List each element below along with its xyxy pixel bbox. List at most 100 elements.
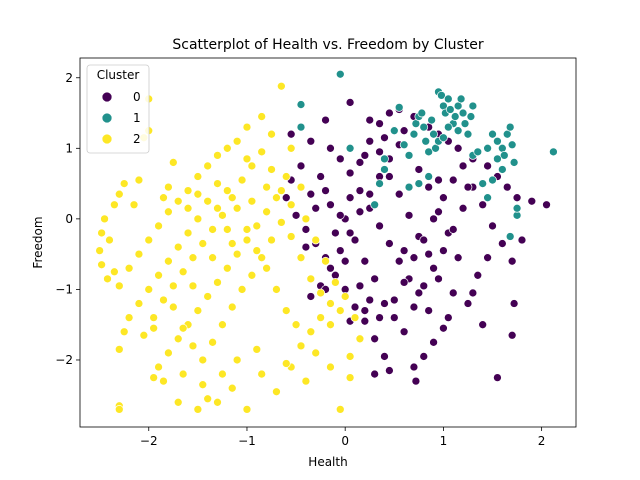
scatter-point-cluster-2	[154, 270, 163, 280]
scatter-point-cluster-2	[222, 225, 232, 234]
scatter-point-cluster-2	[281, 172, 291, 181]
scatter-point-cluster-2	[134, 175, 144, 185]
scatter-point-cluster-2	[213, 278, 222, 287]
scatter-point-cluster-0	[399, 327, 409, 337]
scatter-point-cluster-1	[497, 165, 507, 174]
scatter-point-cluster-2	[242, 154, 252, 164]
scatter-point-cluster-2	[124, 313, 134, 322]
scatter-point-cluster-2	[277, 186, 286, 195]
scatter-point-cluster-1	[404, 151, 414, 160]
scatter-point-cluster-0	[291, 210, 301, 220]
scatter-point-cluster-0	[411, 376, 421, 386]
scatter-point-cluster-2	[203, 292, 213, 301]
scatter-point-cluster-2	[173, 397, 183, 407]
scatter-point-cluster-2	[149, 323, 159, 333]
scatter-point-cluster-0	[355, 158, 365, 167]
scatter-point-cluster-2	[311, 235, 321, 245]
scatter-point-cluster-0	[448, 225, 458, 234]
scatter-point-cluster-2	[183, 186, 193, 195]
scatter-point-cluster-0	[434, 207, 443, 217]
scatter-point-cluster-0	[370, 274, 379, 284]
scatter-point-cluster-2	[168, 281, 178, 291]
scatter-point-cluster-0	[360, 256, 370, 266]
x-tick-label: 2	[538, 434, 546, 448]
scatter-point-cluster-2	[183, 228, 193, 238]
scatter-point-cluster-0	[512, 193, 522, 203]
scatter-point-cluster-2	[213, 203, 222, 213]
scatter-point-cluster-2	[95, 246, 104, 255]
scatter-point-cluster-2	[124, 263, 134, 273]
scatter-point-cluster-1	[463, 129, 473, 139]
scatter-point-cluster-2	[345, 373, 355, 382]
scatter-point-cluster-1	[419, 122, 429, 132]
legend-marker-cluster-1	[101, 112, 113, 124]
scatter-point-cluster-2	[262, 182, 271, 192]
legend-label-cluster-0: 0	[133, 90, 141, 104]
scatter-point-cluster-1	[414, 179, 424, 188]
scatter-point-cluster-0	[375, 313, 384, 322]
scatter-point-cluster-1	[335, 69, 345, 79]
scatter-point-cluster-1	[443, 94, 453, 104]
scatter-point-cluster-2	[164, 348, 173, 358]
scatter-point-cluster-0	[331, 228, 340, 238]
scatter-point-cluster-0	[463, 182, 473, 192]
scatter-point-cluster-2	[97, 228, 106, 238]
scatter-point-cluster-2	[277, 218, 286, 227]
scatter-point-cluster-2	[252, 345, 262, 354]
scatter-point-cluster-2	[198, 239, 208, 248]
scatter-point-cluster-0	[453, 253, 463, 263]
scatter-point-cluster-2	[242, 235, 252, 245]
legend-marker-cluster-2	[101, 133, 113, 145]
scatter-point-cluster-0	[409, 302, 419, 312]
scatter-point-cluster-0	[394, 256, 404, 266]
scatter-point-cluster-0	[286, 129, 296, 139]
scatter-point-cluster-2	[281, 306, 291, 315]
scatter-point-cluster-2	[203, 161, 213, 171]
scatter-point-cluster-0	[458, 203, 468, 213]
scatter-point-cluster-0	[434, 274, 443, 284]
legend-label-cluster-2: 2	[133, 132, 141, 146]
scatter-point-cluster-1	[296, 100, 306, 109]
scatter-point-cluster-2	[218, 320, 227, 330]
scatter-point-cluster-2	[173, 334, 183, 344]
scatter-point-cluster-0	[483, 161, 492, 171]
scatter-point-cluster-1	[409, 129, 419, 139]
y-tick-label: −1	[55, 282, 73, 296]
scatter-point-cluster-1	[427, 115, 436, 125]
scatter-point-cluster-2	[114, 345, 124, 354]
scatter-point-cluster-0	[424, 249, 434, 259]
scatter-point-cluster-2	[277, 81, 286, 91]
scatter-point-cluster-1	[493, 154, 502, 164]
scatter-point-cluster-2	[350, 313, 360, 322]
scatter-point-cluster-0	[385, 366, 394, 375]
scatter-point-cluster-0	[389, 295, 399, 305]
scatter-point-cluster-2	[105, 235, 114, 245]
scatter-point-cluster-2	[114, 281, 124, 291]
scatter-point-cluster-2	[267, 129, 276, 139]
scatter-point-cluster-1	[468, 101, 478, 111]
scatter-point-cluster-2	[232, 136, 242, 146]
scatter-point-cluster-2	[272, 387, 281, 397]
scatter-point-cluster-0	[409, 362, 419, 372]
scatter-point-cluster-2	[193, 189, 203, 199]
scatter-point-cluster-0	[468, 288, 478, 298]
scatter-point-cluster-0	[414, 288, 424, 298]
scatter-point-cluster-0	[345, 168, 355, 178]
scatter-point-cluster-0	[439, 246, 448, 255]
axes: −2 −1 0 1 2 −2 −1 0 1 2	[55, 71, 545, 448]
scatter-point-cluster-1	[499, 151, 509, 160]
scatter-point-cluster-1	[460, 119, 470, 128]
scatter-point-cluster-0	[360, 306, 370, 315]
scatter-point-cluster-2	[193, 306, 203, 315]
scatter-point-cluster-2	[227, 302, 237, 312]
scatter-point-cluster-2	[129, 200, 139, 210]
scatter-point-cluster-0	[429, 263, 438, 273]
scatter-point-cluster-2	[110, 200, 119, 210]
scatter-point-cluster-0	[335, 210, 345, 220]
scatter-point-cluster-2	[168, 302, 178, 312]
scatter-point-cluster-0	[507, 330, 517, 340]
scatter-point-cluster-1	[512, 203, 522, 213]
scatter-point-cluster-0	[419, 235, 429, 245]
scatter-point-cluster-2	[178, 369, 188, 379]
scatter-point-cluster-2	[103, 274, 112, 284]
